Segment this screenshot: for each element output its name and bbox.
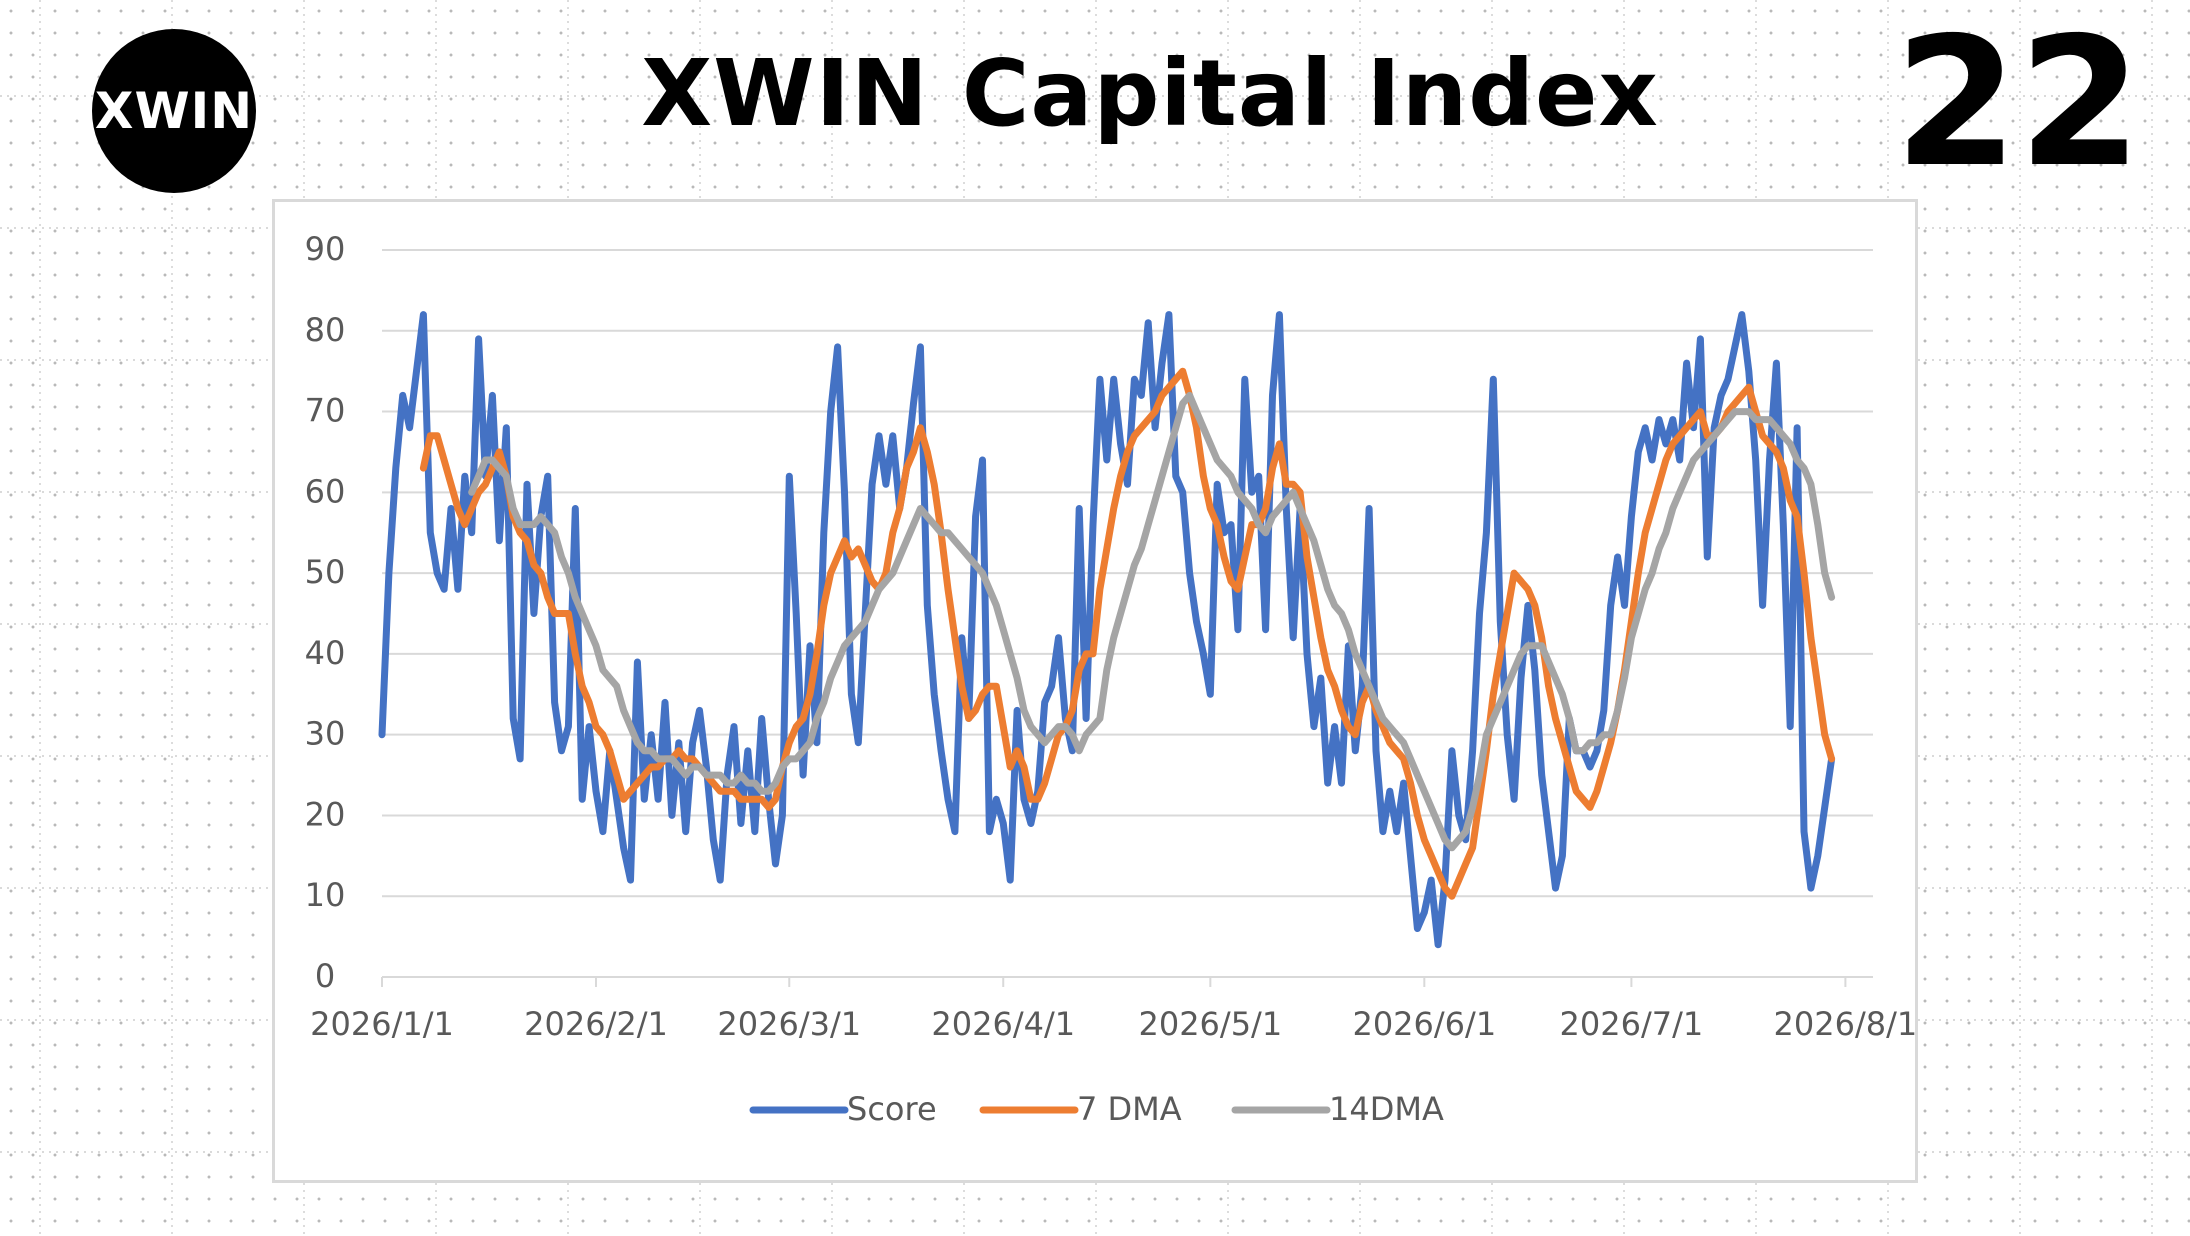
y-tick-label: 10 (305, 876, 346, 914)
x-tick-label: 2026/3/1 (717, 1005, 861, 1043)
y-tick-label: 20 (305, 795, 346, 833)
dma14-line (468, 391, 1836, 852)
legend-7dma-label: 7 DMA (1077, 1090, 1182, 1128)
logo-text: XWIN (94, 82, 254, 140)
y-tick-label: 60 (305, 472, 346, 510)
dma7-line (419, 367, 1836, 900)
legend-score-label: Score (847, 1090, 937, 1128)
index-value: 22 (1894, 0, 2142, 206)
x-tick-label: 2026/7/1 (1560, 1005, 1704, 1043)
y-tick-label: 30 (305, 715, 346, 753)
score-line (378, 311, 1836, 949)
y-tick-label: 0 (315, 957, 335, 995)
xwin-logo: XWIN (92, 29, 256, 193)
x-tick-label: 2026/8/1 (1774, 1005, 1915, 1043)
line-chart: 0 10 20 30 40 50 60 70 80 90 2026/1/1 2026/2/1 2026/… (305, 230, 1915, 1128)
x-tick-label: 2026/4/1 (931, 1005, 1075, 1043)
y-tick-label: 50 (305, 553, 346, 591)
y-tick-label: 80 (305, 311, 346, 349)
legend-14dma-label: 14DMA (1329, 1090, 1444, 1128)
y-tick-label: 70 (305, 392, 346, 430)
chart-area: 0 10 20 30 40 50 60 70 80 90 2026/1/1 2026/2/1 2026/… (272, 199, 1918, 1183)
x-tick-label: 2026/1/1 (310, 1005, 454, 1043)
y-tick-label: 90 (305, 230, 346, 268)
x-tick-label: 2026/6/1 (1352, 1005, 1496, 1043)
x-tick-label: 2026/5/1 (1138, 1005, 1282, 1043)
x-tick-label: 2026/2/1 (524, 1005, 668, 1043)
page-title: XWIN Capital Index (641, 40, 1659, 147)
y-tick-label: 40 (305, 634, 346, 672)
